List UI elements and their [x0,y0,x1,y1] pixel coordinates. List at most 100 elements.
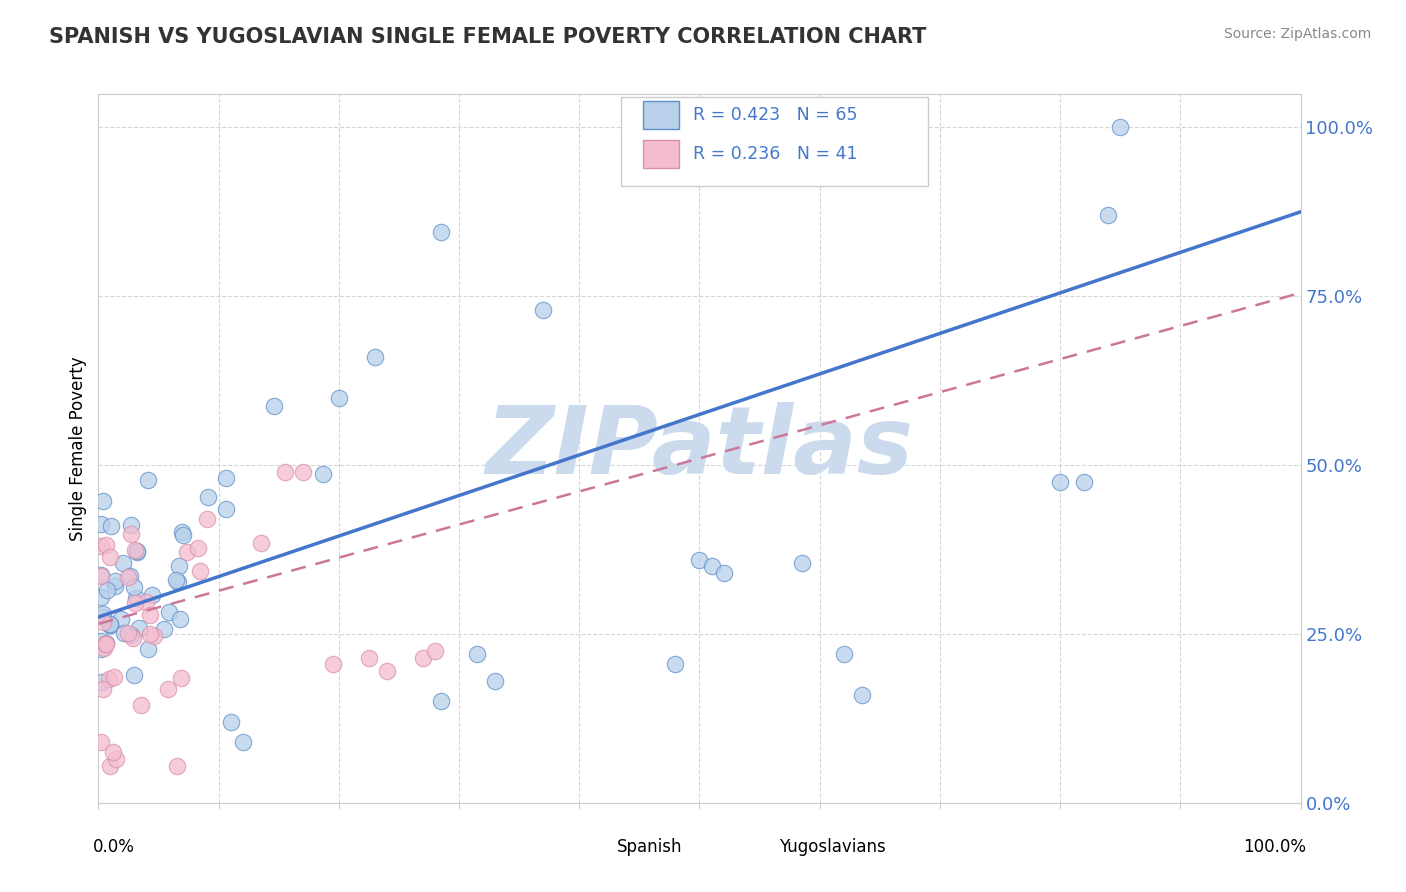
Point [176,545,198,559]
Point [430,225,453,239]
Point [91,607,114,621]
Point [195,512,218,526]
Point [93,615,115,629]
Point [94,636,117,650]
Point [98,672,121,686]
Point [263,400,285,414]
Point [484,674,506,689]
Point [100,617,122,632]
Point [96,637,118,651]
Point [93,641,115,656]
Text: R = 0.423   N = 65: R = 0.423 N = 65 [693,106,858,124]
Point [96,582,118,597]
Point [94,539,117,553]
Point [104,579,127,593]
Point [357,650,380,665]
Point [135,595,157,609]
Point [832,647,855,661]
Point [187,541,209,556]
Point [98,616,121,631]
Point [790,556,813,570]
Point [117,626,139,640]
Point [111,556,134,570]
Point [98,618,121,632]
Point [364,350,387,364]
Point [131,698,153,713]
Point [104,574,127,589]
Point [91,494,114,508]
FancyBboxPatch shape [643,101,679,129]
Point [103,671,125,685]
Text: ZIPatlas: ZIPatlas [485,402,914,494]
Point [124,596,146,610]
Text: 0.0%: 0.0% [93,838,135,856]
Point [1073,475,1095,489]
Point [90,641,112,656]
Point [197,490,219,504]
Point [122,668,145,682]
Point [465,647,488,661]
Point [274,465,297,479]
Point [110,612,132,626]
Point [128,621,150,635]
Point [165,573,187,587]
Point [172,528,194,542]
FancyBboxPatch shape [574,838,607,857]
Point [166,575,188,590]
Point [713,566,735,581]
Point [90,569,112,583]
Point [1097,208,1119,222]
Point [1049,475,1071,489]
Point [214,501,236,516]
Point [90,633,112,648]
Point [375,664,398,678]
Point [328,391,350,405]
Point [291,465,314,479]
Point [121,631,143,645]
Point [214,471,236,485]
Point [664,657,686,672]
Point [100,519,122,533]
Point [312,467,335,482]
Point [136,642,159,657]
Point [688,552,710,566]
Point [124,543,146,558]
Point [120,517,142,532]
Point [125,591,148,606]
FancyBboxPatch shape [643,140,679,168]
Point [127,544,149,558]
Text: 100.0%: 100.0% [1243,838,1306,856]
Point [1109,120,1132,135]
Point [531,302,554,317]
Point [142,629,165,643]
Point [166,758,188,772]
Text: Source: ZipAtlas.com: Source: ZipAtlas.com [1223,27,1371,41]
Point [94,637,117,651]
Point [90,567,112,582]
Point [423,644,446,658]
Point [851,688,873,702]
Text: Spanish: Spanish [617,838,682,856]
Point [101,745,124,759]
Point [112,626,135,640]
Text: SPANISH VS YUGOSLAVIAN SINGLE FEMALE POVERTY CORRELATION CHART: SPANISH VS YUGOSLAVIAN SINGLE FEMALE POV… [49,27,927,46]
Point [90,516,112,531]
Point [139,626,162,640]
Y-axis label: Single Female Poverty: Single Female Poverty [69,356,87,541]
Point [90,735,112,749]
Point [139,608,162,623]
Point [136,473,159,487]
Point [90,539,112,553]
Text: Yugoslavians: Yugoslavians [779,838,886,856]
Point [700,559,723,574]
Bar [621,97,928,186]
FancyBboxPatch shape [735,838,769,857]
Point [172,524,194,539]
Point [118,569,141,583]
Point [430,694,453,708]
Point [232,735,254,749]
Point [98,550,121,565]
Point [91,610,114,624]
Point [412,650,434,665]
Point [170,671,193,685]
